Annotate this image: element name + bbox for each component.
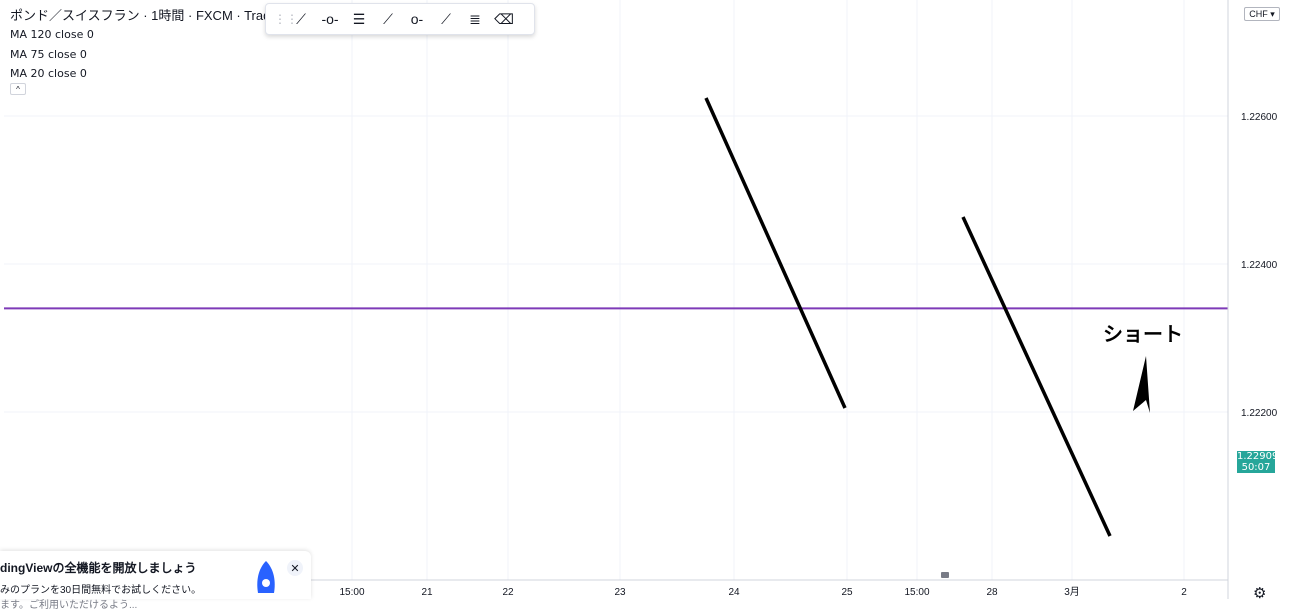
promo-text: みのプランを30日間無料でお試しください。 <box>0 585 202 596</box>
trend-line-icon[interactable]: ⟋ <box>296 10 306 27</box>
current-price: 1.22909 <box>1237 451 1279 462</box>
legend-ma-75[interactable]: MA 75 close 0 <box>10 48 87 61</box>
chevron-down-icon: ▾ <box>1270 8 1275 19</box>
promo-subtext: ます。ご利用いただけるよう... <box>0 600 138 611</box>
x-tick-label: 25 <box>841 587 853 598</box>
ray-icon[interactable]: ⟋ <box>383 10 393 27</box>
x-tick-label: 24 <box>728 587 740 598</box>
x-tick-label: 21 <box>421 587 433 598</box>
x-tick-label: 15:00 <box>339 587 364 598</box>
chart-title: ポンド／スイスフラン · 1時間 · FXCM · Tradin <box>10 8 281 23</box>
lock-icon <box>941 572 949 578</box>
short-annotation[interactable]: ショート <box>1103 322 1183 346</box>
path-icon[interactable]: ⟋ <box>441 10 451 27</box>
price-axis[interactable]: 1.260001.258001.256001.254001.252001.250… <box>1227 0 1278 599</box>
trend-line-down-2 <box>961 216 1112 537</box>
x-tick-label: 22 <box>502 587 514 598</box>
close-icon[interactable]: ✕ <box>287 560 303 576</box>
drawings-layer[interactable] <box>4 0 1228 537</box>
legend-ma-20[interactable]: MA 20 close 0 <box>10 67 87 80</box>
drawing-toolbar: ⋮⋮ ⟋ -o- ☰ ⟋ o- ⟋ ≣ ⌫ <box>265 3 535 35</box>
x-tick-label: 15:00 <box>904 587 929 598</box>
legend-ma-120[interactable]: MA 120 close 0 <box>10 28 94 41</box>
eraser-icon[interactable]: ⌫ <box>494 10 514 27</box>
y-tick-label: 1.22600 <box>1241 112 1278 123</box>
y-tick-label: 1.22400 <box>1241 260 1278 271</box>
currency-selector[interactable]: CHF ▾ <box>1244 7 1280 21</box>
drag-handle-icon[interactable]: ⋮⋮ <box>274 12 298 26</box>
arrow-marker <box>1133 356 1150 413</box>
x-tick-label: 23 <box>614 587 626 598</box>
currency-label: CHF <box>1249 9 1268 19</box>
promo-headline: dingViewの全機能を開放しましょう <box>0 561 197 575</box>
collapse-legend-button[interactable]: ^ <box>10 83 26 95</box>
promo-banner[interactable]: dingViewの全機能を開放しましょう みのプランを30日間無料でお試しくださ… <box>0 551 311 611</box>
x-tick-label: 2 <box>1181 587 1187 598</box>
current-price-tag: 1.22909 50:07 <box>1237 451 1279 473</box>
chevron-up-icon: ^ <box>16 84 20 94</box>
horizontal-line-icon[interactable]: o- <box>410 11 424 27</box>
rocket-icon <box>257 561 275 593</box>
horizontal-ray-icon[interactable]: -o- <box>321 11 339 27</box>
parallel-channel-icon[interactable]: ☰ <box>352 10 366 27</box>
x-tick-label: 3月 <box>1064 586 1080 598</box>
grid <box>4 0 1228 580</box>
bar-countdown: 50:07 <box>1241 462 1271 473</box>
trend-line-down-1 <box>704 97 847 409</box>
x-tick-label: 28 <box>986 587 998 598</box>
y-tick-label: 1.22200 <box>1241 408 1278 419</box>
gear-icon[interactable]: ⚙ <box>1253 585 1267 602</box>
fib-icon[interactable]: ≣ <box>469 10 481 27</box>
